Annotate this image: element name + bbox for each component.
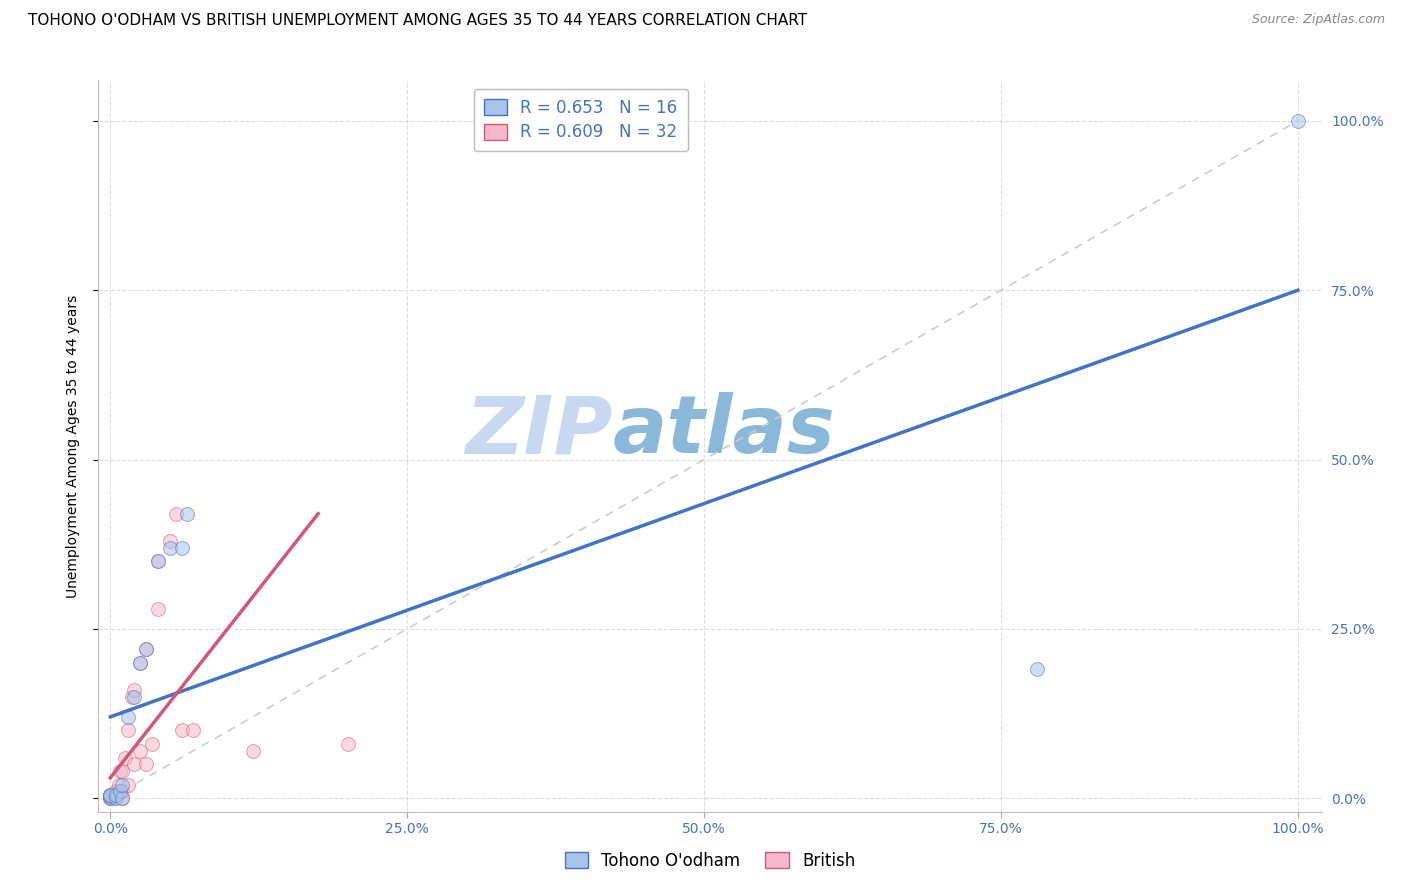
Point [129, 744, 152, 758]
Point [170, 723, 193, 738]
Point [176, 507, 198, 521]
Point [159, 533, 181, 548]
Point [146, 554, 169, 568]
Point [117, 778, 139, 792]
Point [1286, 114, 1309, 128]
Point [105, 788, 128, 802]
Point [105, 791, 128, 805]
Point [165, 507, 187, 521]
Point [122, 690, 145, 704]
Point [122, 682, 145, 697]
Point [111, 791, 134, 805]
Point [183, 723, 205, 738]
Point [103, 789, 125, 804]
Point [105, 789, 128, 804]
Point [159, 541, 181, 555]
Point [135, 642, 157, 657]
Point [121, 690, 143, 704]
Point [111, 791, 134, 805]
Point [108, 764, 131, 778]
Y-axis label: Unemployment Among Ages 35 to 44 years: Unemployment Among Ages 35 to 44 years [66, 294, 80, 598]
Point [111, 764, 134, 778]
Point [141, 737, 163, 751]
Point [108, 784, 131, 798]
Text: Source: ZipAtlas.com: Source: ZipAtlas.com [1251, 13, 1385, 27]
Legend: Tohono O'odham, British: Tohono O'odham, British [558, 846, 862, 877]
Point [101, 791, 124, 805]
Text: atlas: atlas [612, 392, 835, 470]
Point [98, 791, 121, 805]
Point [111, 778, 134, 792]
Text: TOHONO O'ODHAM VS BRITISH UNEMPLOYMENT AMONG AGES 35 TO 44 YEARS CORRELATION CHA: TOHONO O'ODHAM VS BRITISH UNEMPLOYMENT A… [28, 13, 807, 29]
Point [1025, 663, 1047, 677]
Point [98, 789, 121, 804]
Point [107, 778, 129, 792]
Point [242, 744, 264, 758]
Point [117, 710, 139, 724]
Point [98, 791, 121, 805]
Point [98, 788, 121, 802]
Point [117, 723, 139, 738]
Text: ZIP: ZIP [465, 392, 612, 470]
Point [98, 789, 121, 803]
Point [129, 656, 152, 670]
Point [135, 757, 157, 772]
Point [98, 789, 121, 804]
Point [114, 750, 136, 764]
Point [170, 541, 193, 555]
Point [336, 737, 359, 751]
Point [122, 757, 145, 772]
Point [98, 788, 121, 802]
Point [129, 656, 152, 670]
Point [111, 784, 134, 798]
Point [105, 784, 128, 798]
Point [135, 642, 157, 657]
Point [146, 601, 169, 615]
Point [146, 554, 169, 568]
